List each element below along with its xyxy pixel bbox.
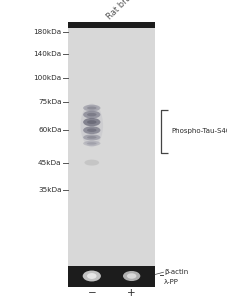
- Text: 75kDa: 75kDa: [38, 99, 61, 105]
- Ellipse shape: [87, 142, 96, 145]
- Text: 100kDa: 100kDa: [33, 75, 61, 81]
- Ellipse shape: [87, 128, 96, 132]
- Text: 45kDa: 45kDa: [38, 160, 61, 166]
- Ellipse shape: [83, 134, 100, 140]
- Ellipse shape: [83, 118, 100, 126]
- Text: 60kDa: 60kDa: [38, 127, 61, 133]
- Ellipse shape: [84, 160, 99, 166]
- Ellipse shape: [87, 106, 96, 110]
- Text: +: +: [127, 288, 135, 298]
- Ellipse shape: [87, 136, 96, 139]
- Ellipse shape: [82, 271, 100, 281]
- Ellipse shape: [126, 273, 136, 279]
- Bar: [68, 22, 154, 28]
- Text: λ-PP: λ-PP: [163, 279, 178, 285]
- Ellipse shape: [83, 126, 100, 134]
- Ellipse shape: [87, 120, 96, 124]
- Text: 35kDa: 35kDa: [38, 187, 61, 193]
- Text: Rat brain: Rat brain: [105, 0, 138, 21]
- Ellipse shape: [122, 271, 140, 281]
- Text: 140kDa: 140kDa: [33, 51, 61, 57]
- Bar: [68, 266, 154, 286]
- Bar: [68, 28, 154, 266]
- Ellipse shape: [83, 105, 100, 111]
- Text: Phospho-Tau-S404: Phospho-Tau-S404: [170, 128, 227, 134]
- Ellipse shape: [83, 141, 100, 146]
- Ellipse shape: [80, 104, 103, 147]
- Ellipse shape: [83, 111, 100, 119]
- Ellipse shape: [87, 113, 96, 116]
- Text: 180kDa: 180kDa: [33, 28, 61, 34]
- Ellipse shape: [87, 273, 96, 279]
- Text: β-actin: β-actin: [163, 269, 188, 275]
- Text: −: −: [87, 288, 96, 298]
